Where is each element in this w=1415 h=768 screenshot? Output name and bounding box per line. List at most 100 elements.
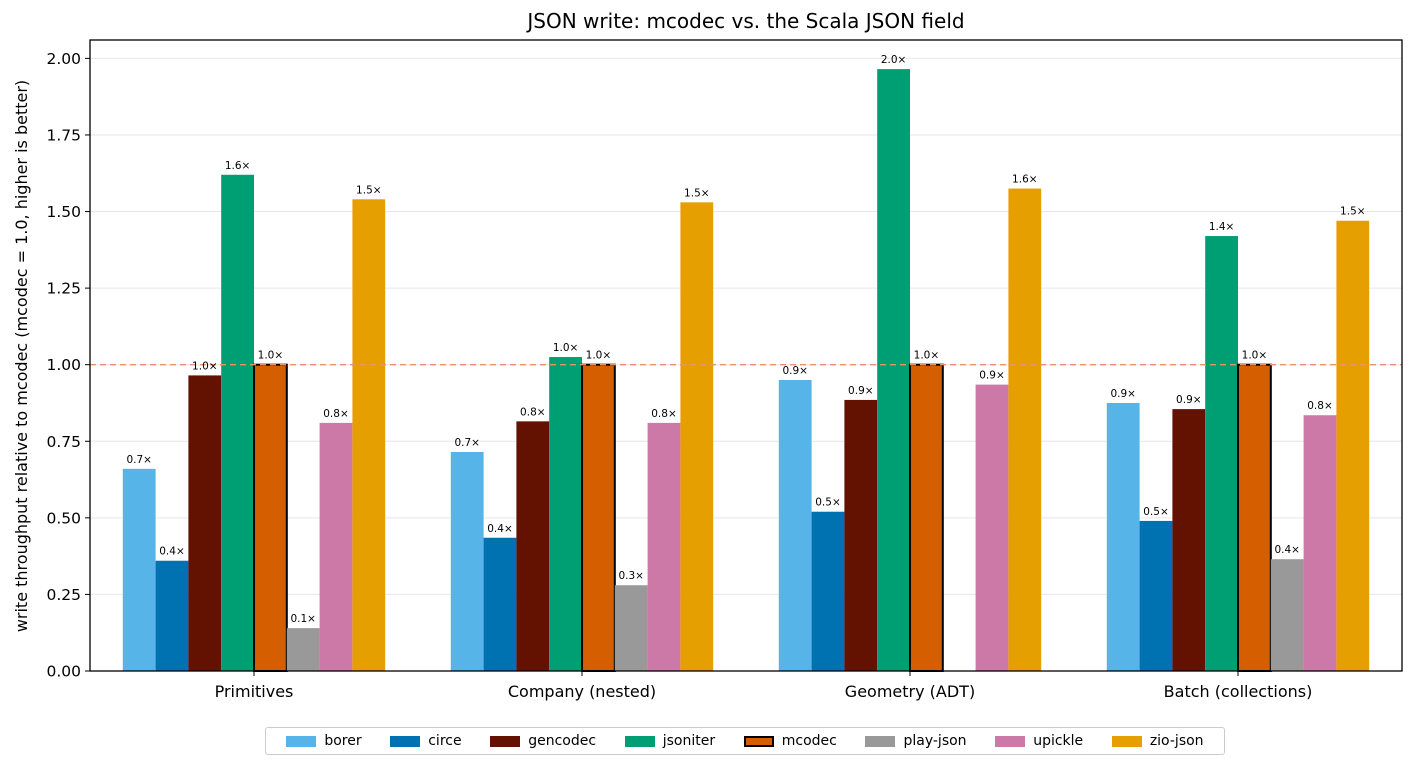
data-label: 0.9×	[782, 365, 808, 377]
data-label: 1.5×	[684, 187, 710, 199]
data-label: 0.9×	[1176, 394, 1202, 406]
bars	[122, 69, 1370, 672]
bar-jsoniter	[877, 69, 910, 672]
data-label: 1.5×	[356, 184, 382, 196]
data-label: 0.7×	[126, 454, 152, 466]
legend-label: mcodec	[781, 733, 837, 749]
legend-label: play-json	[903, 733, 967, 749]
data-label: 2.0×	[881, 54, 907, 66]
x-axis: Primitives Company (nested) Geometry (ADT)…	[215, 671, 1313, 701]
bar-gencodec	[188, 375, 222, 671]
bar-gencodec	[1172, 409, 1206, 671]
data-label: 1.4×	[1209, 221, 1235, 233]
bar-zio-json	[1008, 188, 1042, 672]
bar-jsoniter	[221, 174, 254, 671]
data-label: 0.3×	[618, 570, 644, 582]
legend-item-mcodec: mcodec	[743, 733, 837, 749]
bar-zio-json	[680, 202, 714, 671]
legend-label: zio-json	[1149, 733, 1204, 749]
legend-swatch	[390, 735, 421, 747]
data-label: 0.9×	[979, 370, 1005, 382]
y-tick-label: 1.75	[46, 126, 81, 144]
bar-upickle	[975, 384, 1009, 671]
data-label: 0.7×	[454, 437, 480, 449]
data-label: 0.9×	[1110, 388, 1136, 400]
legend-item-upickle: upickle	[995, 733, 1083, 749]
legend-item-zio-json: zio-json	[1111, 733, 1204, 749]
legend-swatch	[624, 735, 655, 747]
bar-zio-json	[352, 199, 386, 671]
data-label: 1.5×	[1340, 206, 1366, 218]
data-label: 0.8×	[651, 408, 677, 420]
data-label: 1.0×	[192, 360, 218, 372]
bar-mcodec	[909, 363, 944, 672]
legend-swatch	[1111, 735, 1142, 747]
bar-borer	[122, 468, 156, 671]
bar-borer	[778, 380, 812, 671]
data-label: 0.8×	[1307, 400, 1333, 412]
legend-swatch	[286, 735, 317, 747]
data-label: 0.4×	[1274, 544, 1300, 556]
bar-mcodec	[581, 363, 616, 672]
bar-borer	[1106, 402, 1140, 671]
bar-circe	[483, 537, 517, 671]
bar-jsoniter	[549, 357, 582, 671]
legend-item-borer: borer	[286, 733, 362, 749]
legend-label: upickle	[1033, 733, 1084, 749]
legend-item-jsoniter: jsoniter	[624, 733, 716, 749]
legend-item-play-json: play-json	[865, 733, 967, 749]
y-tick-label: 1.00	[46, 356, 81, 374]
x-tick-label: Primitives	[215, 682, 294, 701]
legend-swatch	[743, 735, 774, 747]
data-label: 0.4×	[159, 546, 185, 558]
data-labels: 0.7× 0.4× 1.0× 1.6× 1.0× 0.1× 0.8× 1.5× 0.7× 0.4×…	[126, 54, 1365, 625]
bar-zio-json	[1336, 220, 1370, 671]
data-label: 1.0×	[258, 350, 284, 362]
x-tick-label: Company (nested)	[508, 682, 656, 701]
legend: borer circe gencodec jsoniter mcodec play-jso…	[265, 727, 1225, 755]
legend-swatch	[865, 735, 896, 747]
y-tick-label: 0.25	[46, 586, 81, 604]
bar-mcodec	[253, 363, 288, 672]
bar-circe	[1139, 520, 1173, 671]
y-axis: 0.00 0.25 0.50 0.75 1.00 1.25 1.50 1.75 2.00	[46, 50, 90, 681]
data-label: 0.5×	[1143, 506, 1169, 518]
legend-label: gencodec	[528, 733, 597, 749]
data-label: 0.1×	[290, 613, 316, 625]
legend-item-gencodec: gencodec	[490, 733, 596, 749]
legend-label: circe	[428, 733, 462, 749]
y-tick-label: 1.50	[46, 203, 81, 221]
data-label: 1.0×	[553, 342, 579, 354]
data-label: 1.6×	[225, 160, 251, 172]
data-label: 1.0×	[586, 350, 612, 362]
bar-upickle	[1303, 415, 1337, 671]
legend-item-circe: circe	[390, 733, 462, 749]
data-label: 0.8×	[323, 408, 349, 420]
grid-lines	[90, 57, 1402, 672]
y-tick-label: 2.00	[46, 50, 81, 68]
bar-mcodec	[1237, 363, 1272, 672]
bar-upickle	[319, 422, 353, 671]
x-tick-label: Batch (collections)	[1164, 682, 1313, 701]
y-axis-label: write throughput relative to mcodec (mco…	[12, 80, 31, 632]
y-tick-label: 1.25	[46, 280, 81, 298]
data-label: 0.4×	[487, 523, 513, 535]
bar-gencodec	[516, 421, 550, 671]
bar-circe	[811, 511, 845, 671]
x-tick-label: Geometry (ADT)	[845, 682, 975, 701]
y-tick-label: 0.00	[46, 663, 81, 681]
plot-frame	[89, 39, 1403, 672]
bar-jsoniter	[1205, 236, 1238, 672]
y-tick-label: 0.50	[46, 509, 81, 527]
bar-circe	[155, 560, 189, 671]
data-label: 1.6×	[1012, 174, 1038, 186]
legend-swatch	[995, 735, 1026, 747]
bar-gencodec	[844, 399, 878, 671]
legend-label: jsoniter	[662, 733, 716, 749]
data-label: 1.0×	[914, 350, 940, 362]
legend-label: borer	[324, 733, 362, 749]
legend-swatch	[490, 735, 521, 747]
y-tick-label: 0.75	[46, 433, 81, 451]
bar-borer	[450, 451, 484, 671]
